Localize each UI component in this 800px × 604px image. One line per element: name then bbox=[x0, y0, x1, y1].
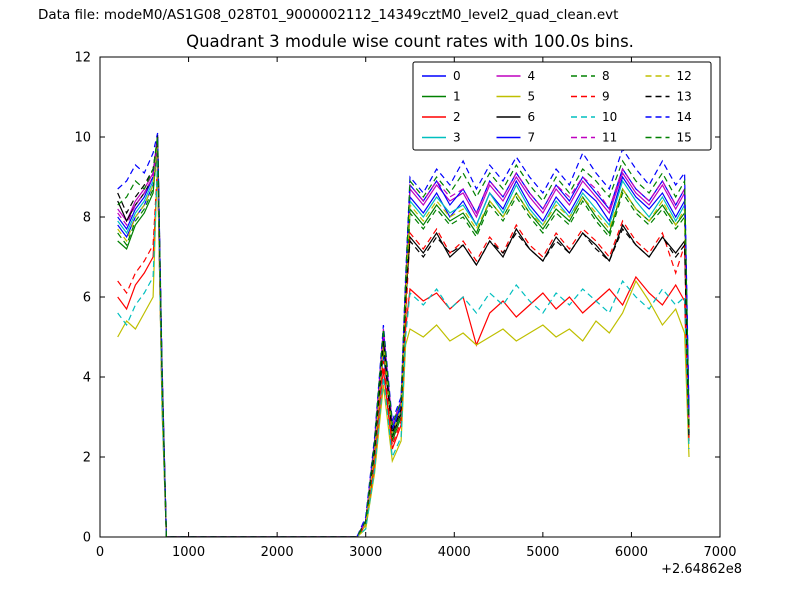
legend-label-14: 14 bbox=[677, 110, 692, 124]
series-line-8 bbox=[117, 148, 690, 537]
x-tick-label: 3000 bbox=[349, 545, 382, 560]
legend-label-8: 8 bbox=[602, 69, 610, 83]
x-tick-label: 4000 bbox=[438, 545, 471, 560]
series-lines bbox=[117, 132, 690, 537]
y-tick-label: 0 bbox=[83, 531, 91, 546]
y-tick-label: 4 bbox=[83, 371, 91, 386]
legend-label-10: 10 bbox=[602, 110, 617, 124]
legend-label-6: 6 bbox=[528, 110, 536, 124]
legend-label-5: 5 bbox=[528, 90, 536, 104]
legend-label-7: 7 bbox=[528, 131, 536, 145]
x-tick-label: 2000 bbox=[261, 545, 294, 560]
x-tick-label: 7000 bbox=[703, 545, 736, 560]
legend-label-3: 3 bbox=[453, 131, 461, 145]
series-line-13 bbox=[117, 136, 690, 537]
series-line-14 bbox=[117, 132, 690, 537]
legend-label-2: 2 bbox=[453, 110, 461, 124]
x-tick-label: 6000 bbox=[615, 545, 648, 560]
legend-label-9: 9 bbox=[602, 90, 610, 104]
legend-box bbox=[412, 61, 712, 151]
x-tick-label: 0 bbox=[96, 545, 104, 560]
x-tick-label: 5000 bbox=[526, 545, 559, 560]
x-tick-label: 1000 bbox=[172, 545, 205, 560]
legend-label-0: 0 bbox=[453, 69, 461, 83]
y-tick-label: 8 bbox=[83, 211, 91, 226]
y-tick-label: 2 bbox=[83, 451, 91, 466]
legend-label-11: 11 bbox=[602, 131, 617, 145]
legend-label-12: 12 bbox=[677, 69, 692, 83]
y-tick-label: 6 bbox=[83, 291, 91, 306]
legend-label-13: 13 bbox=[677, 90, 692, 104]
y-tick-label: 10 bbox=[74, 131, 91, 146]
legend-label-1: 1 bbox=[453, 90, 461, 104]
legend-label-15: 15 bbox=[677, 131, 692, 145]
y-tick-label: 12 bbox=[74, 51, 91, 66]
series-line-15 bbox=[117, 136, 690, 537]
series-line-9 bbox=[117, 164, 690, 537]
data-file-label: Data file: modeM0/AS1G08_028T01_90000021… bbox=[38, 7, 618, 23]
legend-label-4: 4 bbox=[528, 69, 536, 83]
x-axis-offset-label: +2.64862e8 bbox=[661, 562, 742, 577]
chart-title: Quadrant 3 module wise count rates with … bbox=[186, 32, 634, 51]
